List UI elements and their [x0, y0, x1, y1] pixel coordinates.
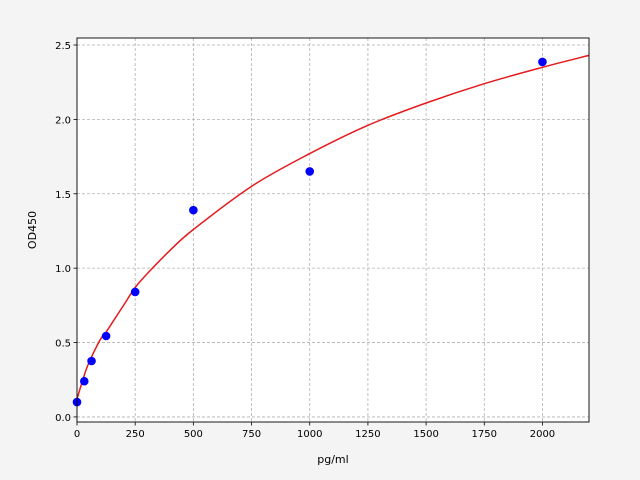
- y-tick-label: 2.5: [55, 41, 71, 52]
- data-point: [87, 356, 96, 366]
- data-point: [305, 167, 315, 176]
- fit-curve: [76, 54, 590, 400]
- x-tick-label: 500: [184, 429, 203, 440]
- grid: [76, 38, 589, 422]
- x-tick-label: 750: [242, 429, 261, 440]
- data-point: [189, 205, 198, 215]
- x-axis: 0 250 500 750 1000 1250 1500 1750 2000: [74, 422, 555, 440]
- y-tick-label: 2.0: [55, 115, 71, 126]
- x-tick-label: 1750: [472, 429, 497, 440]
- y-axis-label: OD450: [26, 211, 39, 249]
- y-tick-label: 1.0: [55, 264, 71, 275]
- x-axis-label: pg/ml: [317, 453, 348, 466]
- x-tick-label: 2000: [530, 429, 555, 440]
- data-point: [101, 331, 111, 341]
- data-point: [538, 57, 547, 67]
- data-point: [79, 376, 89, 386]
- plot-area: [77, 38, 589, 422]
- fit-curve-layer: [76, 54, 590, 400]
- x-tick-label: 1500: [413, 429, 438, 440]
- x-tick-label: 1250: [355, 429, 380, 440]
- x-tick-label: 250: [126, 429, 145, 440]
- y-tick-label: 1.5: [55, 190, 71, 201]
- y-axis: 0.0 0.5 1.0 1.5 2.0 2.5: [55, 41, 77, 424]
- x-tick-label: 1000: [297, 429, 322, 440]
- y-tick-label: 0.0: [55, 413, 71, 424]
- y-tick-label: 0.5: [55, 339, 71, 350]
- x-tick-label: 0: [74, 429, 80, 440]
- axes-frame: [76, 37, 590, 423]
- data-point: [130, 287, 140, 297]
- points-layer: [72, 57, 547, 407]
